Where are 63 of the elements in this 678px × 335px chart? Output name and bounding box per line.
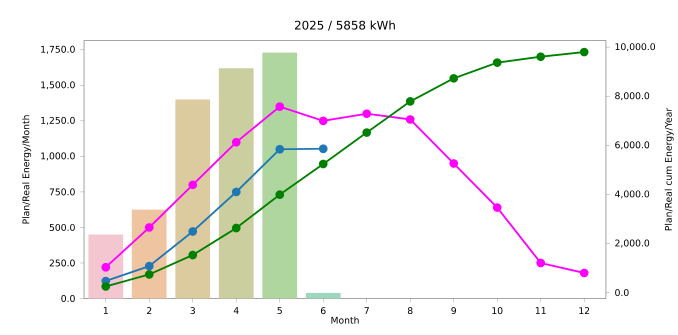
point [101,262,110,272]
x-tick-label: 6 [320,307,326,314]
y2-tick-label: 6,000.0 [615,141,650,150]
point [188,250,198,260]
x-axis-title: Month [331,316,359,324]
point [275,102,284,111]
chart-title: 2025 / 5858 kWh [294,20,395,31]
x-tick-label: 3 [190,307,195,314]
y2-axis-title: Plan/Real cum Energy/Year [664,108,674,230]
y-tick-label: 750.0 [50,188,75,196]
point [318,116,328,126]
y-tick-label: 1,250.0 [41,116,75,125]
point [275,144,284,154]
point [318,160,328,168]
x-tick-label: 2 [147,307,152,314]
y-tick-label: 1,500.0 [41,81,75,90]
y-tick-label: 250.0 [50,259,75,266]
point [318,144,328,154]
point [406,96,415,106]
x-tick-label: 4 [234,307,239,314]
point [188,180,198,190]
x-tick-label: 12 [579,307,590,314]
bar [306,292,341,298]
point [492,203,502,212]
x-tick-label: 1 [104,307,108,314]
point [362,109,372,118]
x-tick-label: 5 [278,307,282,314]
point [449,74,458,83]
x-tick-label: 10 [492,307,502,314]
point [580,48,589,56]
x-tick-label: 11 [536,307,546,314]
point [144,262,154,270]
bar [175,99,210,298]
point [232,188,241,196]
point [492,58,502,67]
point [449,159,458,168]
x-tick-label: 7 [364,307,369,314]
point [232,224,241,232]
point [232,138,241,146]
bar [262,52,298,298]
y2-tick-label: 0.0 [615,289,629,296]
point [362,128,372,137]
point [144,270,154,279]
point [580,268,589,278]
y-tick-label: 1,750.0 [41,46,75,54]
point [406,115,415,124]
y-tick-label: 500.0 [50,224,75,231]
y-axis-title: Plan/Real Energy/Month [22,115,32,224]
bar [218,68,254,298]
x-tick-label: 8 [408,307,413,314]
y2-tick-label: 2,000.0 [615,239,650,248]
point [188,227,198,236]
point [536,52,546,62]
point [275,190,284,199]
point [144,223,154,232]
point [536,258,546,268]
y2-tick-label: 4,000.0 [615,190,650,198]
y-tick-label: 1,000.0 [41,152,75,160]
y2-tick-label: 10,000.0 [616,43,656,52]
y-tick-label: 0.0 [61,294,75,302]
y2-tick-label: 8,000.0 [615,92,650,100]
x-tick-label: 9 [451,307,456,314]
point [101,282,110,291]
